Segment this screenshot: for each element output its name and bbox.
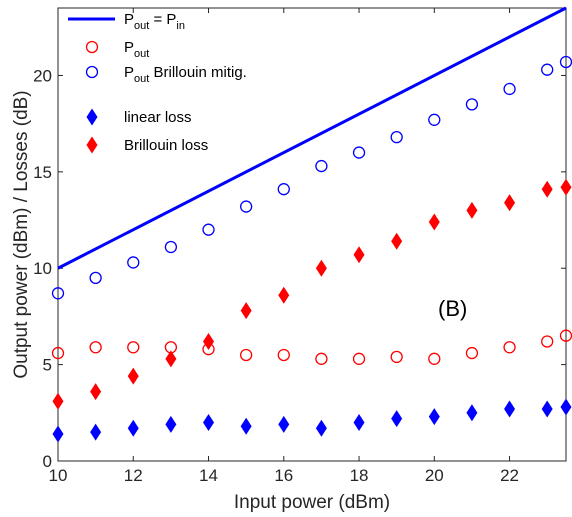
data-point-pout_brill bbox=[352, 146, 366, 159]
legend-swatch-marker bbox=[85, 65, 99, 79]
data-point-brill_loss bbox=[90, 383, 102, 401]
legend-item-pout: Pout bbox=[85, 39, 149, 60]
data-point-pout_brill bbox=[277, 183, 290, 196]
plot-area bbox=[57, 7, 567, 462]
data-point-pout bbox=[89, 341, 102, 354]
data-point-linear_loss bbox=[504, 400, 516, 418]
data-point-brill_loss bbox=[165, 350, 177, 368]
series-brill_loss bbox=[52, 178, 572, 410]
data-point-pout bbox=[541, 335, 554, 348]
data-point-pout_brill bbox=[164, 240, 178, 254]
legend: Pout = Pin Pout Pout Brillouin mitig. linea… bbox=[68, 11, 247, 154]
data-point-pout_brill bbox=[315, 159, 328, 173]
data-point-linear_loss bbox=[353, 413, 365, 431]
plot-frame bbox=[57, 7, 567, 462]
x-tick-label: 20 bbox=[425, 466, 444, 485]
data-point-brill_loss bbox=[504, 194, 516, 212]
legend-label: linear loss bbox=[124, 109, 192, 126]
data-point-brill_loss bbox=[353, 246, 365, 264]
data-point-pout_brill bbox=[503, 82, 516, 96]
series-layer bbox=[51, 6, 572, 443]
data-point-linear_loss bbox=[203, 413, 215, 431]
data-point-linear_loss bbox=[315, 419, 327, 437]
data-point-pout_brill bbox=[202, 223, 215, 236]
data-point-brill_loss bbox=[315, 259, 327, 277]
series-pout bbox=[51, 329, 572, 365]
y-tick-label: 10 bbox=[33, 259, 52, 278]
legend-item-linear_loss: linear loss bbox=[86, 108, 192, 126]
data-point-pout_brill bbox=[390, 131, 403, 144]
legend-label: Pout Brillouin mitig. bbox=[124, 64, 247, 85]
data-point-pout bbox=[465, 346, 479, 360]
y-axis-ticks: 0 5 10 15 20 bbox=[33, 66, 566, 471]
x-tick-label: 12 bbox=[124, 466, 143, 485]
data-point-pout_brill bbox=[541, 63, 554, 76]
data-point-linear_loss bbox=[560, 398, 572, 416]
legend-item-brill_loss: Brillouin loss bbox=[86, 136, 208, 154]
data-point-pout_brill bbox=[89, 271, 102, 285]
data-point-pout_brill bbox=[465, 98, 479, 111]
legend-swatch-marker bbox=[86, 136, 98, 154]
legend-swatch-marker bbox=[85, 40, 99, 54]
legend-item-pout_brill: Pout Brillouin mitig. bbox=[85, 64, 247, 85]
x-tick-label: 22 bbox=[500, 466, 519, 485]
legend-swatch-marker bbox=[86, 108, 98, 126]
data-point-pout_brill bbox=[428, 113, 441, 126]
data-point-pout bbox=[277, 348, 290, 362]
x-tick-label: 14 bbox=[199, 466, 218, 485]
data-point-pout bbox=[239, 348, 253, 362]
data-point-brill_loss bbox=[278, 286, 290, 304]
data-point-linear_loss bbox=[428, 408, 440, 426]
x-axis-ticks: 10 12 14 16 18 20 22 bbox=[49, 8, 519, 485]
x-tick-label: 18 bbox=[350, 466, 369, 485]
legend-label: Pout = Pin bbox=[124, 11, 185, 32]
data-point-brill_loss bbox=[240, 302, 252, 320]
data-point-pout bbox=[127, 341, 140, 354]
data-point-brill_loss bbox=[52, 392, 64, 410]
data-point-pout bbox=[315, 352, 328, 365]
x-tick-label: 10 bbox=[49, 466, 68, 485]
y-tick-label: 5 bbox=[43, 356, 52, 375]
data-point-linear_loss bbox=[278, 415, 290, 433]
data-point-pout_brill bbox=[239, 200, 253, 213]
y-tick-label: 20 bbox=[33, 66, 52, 85]
data-point-pout bbox=[51, 346, 65, 360]
data-point-pout bbox=[503, 341, 516, 354]
data-point-linear_loss bbox=[541, 400, 553, 418]
x-tick-label: 16 bbox=[274, 466, 293, 485]
data-point-pout bbox=[390, 350, 403, 364]
data-point-pout bbox=[352, 352, 366, 365]
series-pout_brill bbox=[51, 55, 572, 300]
x-axis-label: Input power (dBm) bbox=[234, 492, 390, 513]
series-linear_loss bbox=[52, 398, 572, 443]
data-point-pout_brill bbox=[127, 256, 140, 269]
data-point-brill_loss bbox=[203, 332, 215, 350]
y-tick-label: 0 bbox=[43, 452, 52, 471]
legend-item-pin_line: Pout = Pin bbox=[68, 11, 185, 32]
data-point-linear_loss bbox=[240, 417, 252, 435]
data-point-brill_loss bbox=[560, 178, 572, 196]
data-point-linear_loss bbox=[466, 404, 478, 422]
data-point-linear_loss bbox=[165, 415, 177, 433]
y-tick-label: 15 bbox=[33, 163, 52, 182]
data-point-pout_brill bbox=[51, 287, 65, 300]
series-pin_line bbox=[57, 6, 567, 270]
data-point-brill_loss bbox=[391, 232, 403, 250]
data-point-linear_loss bbox=[90, 423, 102, 441]
legend-label: Brillouin loss bbox=[124, 137, 208, 154]
data-point-linear_loss bbox=[391, 410, 403, 428]
data-point-brill_loss bbox=[541, 180, 553, 198]
series-line-pin_line bbox=[57, 6, 567, 270]
data-point-linear_loss bbox=[127, 419, 139, 437]
data-point-pout bbox=[428, 352, 441, 365]
legend-label: Pout bbox=[124, 39, 149, 60]
annotation-label: (B) bbox=[438, 296, 467, 321]
data-point-brill_loss bbox=[466, 201, 478, 219]
data-point-brill_loss bbox=[127, 367, 139, 385]
data-point-linear_loss bbox=[52, 425, 64, 443]
y-axis-label: Output power (dBm) / Losses (dB) bbox=[11, 90, 32, 378]
data-point-brill_loss bbox=[428, 213, 440, 231]
